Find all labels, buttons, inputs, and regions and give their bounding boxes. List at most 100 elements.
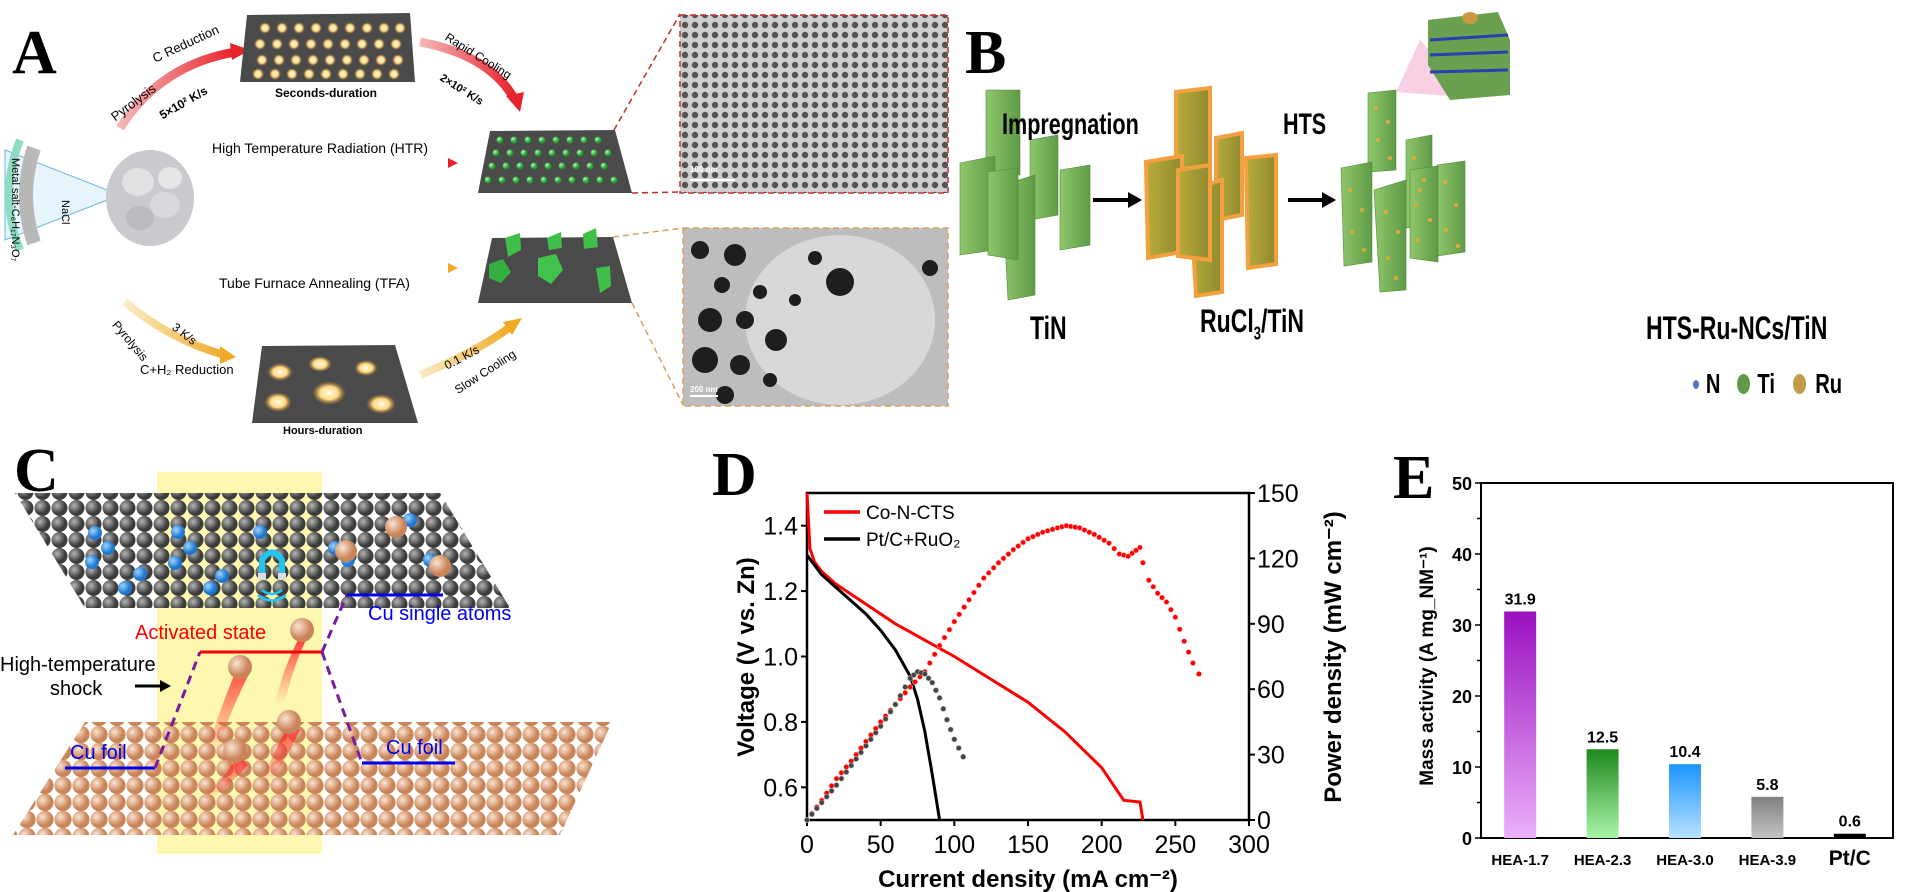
label-c-h2-reduction: C+H₂ Reduction (140, 362, 234, 377)
tin-rods (959, 89, 1091, 301)
tem-image-htr (679, 14, 949, 194)
panel-letter-c: C (14, 437, 59, 505)
bar (1669, 764, 1701, 838)
panel-letter-b: B (965, 19, 1007, 87)
y-tick-label: 30 (1452, 616, 1472, 636)
cu-single-atoms (335, 516, 451, 577)
hts-ru-ncs-tin-rods (1340, 12, 1510, 293)
x-category-label: HEA-2.3 (1574, 852, 1632, 869)
panel-letter-d: D (712, 441, 757, 509)
evaporating-cu-atoms (200, 618, 314, 800)
panel-letter-a: A (12, 19, 57, 87)
legend-label: Pt/C+RuO₂ (866, 530, 961, 551)
panel-c-schematic (13, 472, 612, 854)
bar-value-label: 0.6 (1839, 814, 1861, 831)
y-tick-label: 20 (1452, 687, 1472, 707)
label-tfa: Tube Furnace Annealing (TFA) (219, 275, 410, 291)
x-axis-title: Current density (mA cm⁻²) (878, 866, 1178, 892)
legend-item-ti: Ti (1737, 368, 1778, 400)
atom-legend: N Ti Ru (1693, 368, 1847, 400)
legend-label: Co-N-CTS (866, 503, 955, 524)
series-markers (804, 522, 1202, 823)
x-tick-label: 0 (800, 831, 814, 859)
titanium-atom-icon (1737, 374, 1751, 394)
y-tick-label: 40 (1452, 545, 1472, 565)
label-shock: shock (50, 678, 103, 700)
y-tick-label: 1.2 (763, 578, 798, 606)
hours-duration-substrate (252, 345, 418, 423)
bar (1833, 833, 1866, 838)
label-activated-state: Activated state (135, 622, 267, 644)
htr-product-substrate (478, 130, 632, 193)
scale-bar-200nm: 200 nm (690, 385, 718, 394)
y2-tick-label: 90 (1257, 611, 1285, 639)
x-category-label: HEA-3.0 (1656, 852, 1714, 869)
y-tick-label: 0.8 (763, 709, 798, 737)
x-tick-label: 300 (1228, 831, 1270, 859)
label-seconds-duration: Seconds-duration (275, 86, 378, 100)
x-tick-label: 150 (1007, 831, 1049, 859)
y-tick-label: 1.4 (763, 513, 798, 541)
arrow-rapid-cooling (419, 37, 519, 103)
x-tick-label: 100 (933, 831, 975, 859)
label-htr: High Temperature Radiation (HTR) (212, 140, 429, 156)
magnet-icon (257, 549, 287, 602)
label-tin: TiN (1030, 310, 1067, 346)
tfa-product-substrate (478, 228, 632, 303)
y2-tick-label: 0 (1257, 807, 1271, 835)
legend-item-ru: Ru (1792, 368, 1847, 400)
arrow-pyrolysis-slow (122, 298, 227, 359)
label-cu-foil-left: Cu foil (70, 742, 127, 764)
label-cu-single-atoms: Cu single atoms (368, 603, 512, 625)
x-tick-label: 50 (867, 831, 895, 859)
arrow-slow-cooling (418, 323, 513, 379)
y2-tick-label: 120 (1257, 545, 1299, 573)
bar (1504, 611, 1537, 838)
label-high-temperature: High-temperature (0, 654, 156, 676)
y-tick-label: 10 (1452, 758, 1472, 778)
y-axis-title: Mass activity (A mg_NM⁻¹) (1417, 546, 1438, 786)
bar (1751, 796, 1784, 838)
y-tick-label: 50 (1452, 474, 1472, 494)
legend-item-n: N (1693, 368, 1723, 400)
precursor-wedge (4, 138, 122, 252)
bar-value-label: 12.5 (1587, 729, 1618, 746)
energy-path (65, 593, 455, 770)
panel-b-schematic (959, 12, 1510, 301)
nitrogen-atom-icon (1693, 379, 1699, 389)
x-category-label: HEA-1.7 (1491, 852, 1549, 869)
nacl-cluster (106, 150, 194, 246)
label-rucl3-tin: RuCl3/TiN (1200, 303, 1305, 344)
y2-tick-label: 60 (1257, 676, 1285, 704)
ruthenium-atom-icon (1792, 374, 1806, 394)
x-tick-label: 250 (1154, 831, 1196, 859)
series-line (805, 554, 942, 821)
bar-value-label: 10.4 (1669, 744, 1700, 761)
label-hts: HTS (1283, 108, 1327, 141)
y2-tick-label: 150 (1257, 480, 1299, 508)
nitrogen-dopants (85, 513, 437, 595)
bar-value-label: 5.8 (1756, 777, 1778, 794)
label-impregnation: Impregnation (1002, 108, 1139, 141)
label-hts-ru-ncs-tin: HTS-Ru-NCs/TiN (1646, 310, 1828, 346)
y-tick-label: 0 (1462, 829, 1472, 849)
label-cu-foil-right: Cu foil (386, 737, 443, 759)
x-tick-label: 200 (1081, 831, 1123, 859)
y-tick-label: 0.6 (763, 774, 798, 802)
x-category-label: HEA-3.9 (1739, 852, 1797, 869)
y2-axis-title: Power density (mW cm⁻²) (1320, 511, 1347, 802)
scale-bar-100nm: 100 nm (690, 165, 718, 174)
panel-letter-e: E (1393, 444, 1435, 512)
arrow-pyrolysis-fast (116, 47, 236, 131)
bar-value-label: 31.9 (1505, 592, 1536, 609)
tem-image-tfa (682, 227, 949, 407)
panel-a-schematic (4, 13, 949, 423)
series-markers (804, 668, 966, 823)
bar (1586, 749, 1619, 838)
label-hours-duration: Hours-duration (283, 425, 363, 437)
y2-tick-label: 30 (1257, 742, 1285, 770)
seconds-duration-substrate (240, 13, 415, 82)
x-category-label: Pt/C (1829, 847, 1871, 870)
